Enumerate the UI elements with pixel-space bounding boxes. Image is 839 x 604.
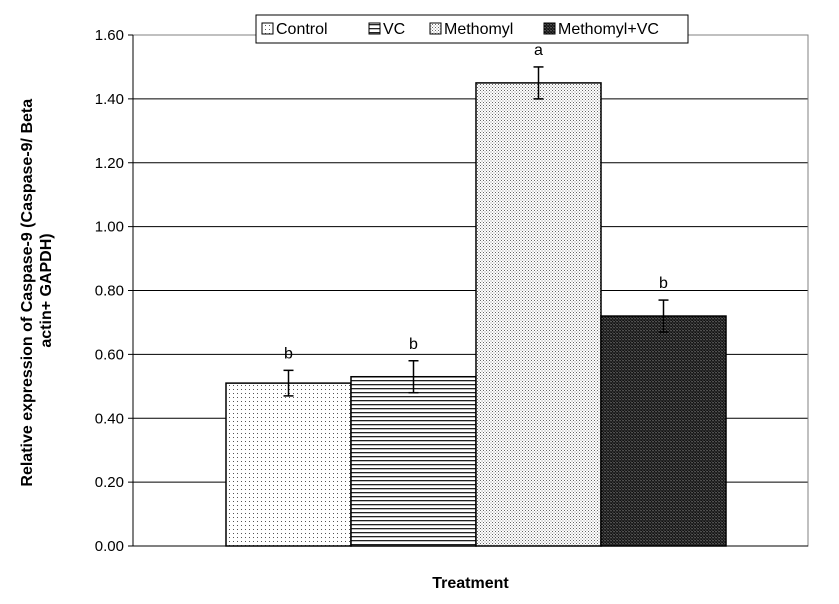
bar [225,382,352,547]
legend-label: Methomyl+VC [558,21,659,38]
y-tick-label: 1.20 [95,155,124,172]
legend-label: Control [276,21,328,38]
y-tick-label: 1.60 [95,27,124,44]
bar [350,375,477,547]
y-tick-label: 1.00 [95,219,124,236]
x-axis-title: Treatment [432,575,509,592]
y-tick-label: 0.60 [95,346,124,363]
y-axis-title-line-2: actin+ GAPDH) [38,233,55,347]
bar [475,82,602,547]
significance-label: b [409,336,418,353]
y-axis-title: Relative expression of Caspase-9 (Caspas… [19,94,55,486]
significance-label: b [284,345,293,362]
legend-label: VC [383,21,405,38]
significance-label: b [659,275,668,292]
legend-swatch [261,22,274,35]
bar [600,315,727,547]
y-tick-label: 0.80 [95,283,124,300]
error-bars [283,66,669,397]
significance-labels: b b a b [284,42,668,362]
y-tick-label: 0.00 [95,538,124,555]
legend-box [255,14,689,44]
y-axis: 0.00 0.20 0.40 0.60 0.80 1.00 1.20 1.40 1.60 [95,27,808,555]
legend-swatch [543,22,556,35]
significance-label: a [534,42,543,59]
y-tick-label: 1.40 [95,91,124,108]
legend: Control VC Methomyl Methomyl+VC [255,14,689,44]
legend-swatch [429,22,442,35]
bars [225,82,727,547]
y-tick-label: 0.40 [95,410,124,427]
legend-swatch [368,22,381,35]
y-axis-title-line-1: Relative expression of Caspase-9 (Caspas… [19,99,36,487]
y-tick-label: 0.20 [95,474,124,491]
legend-label: Methomyl [444,21,513,38]
